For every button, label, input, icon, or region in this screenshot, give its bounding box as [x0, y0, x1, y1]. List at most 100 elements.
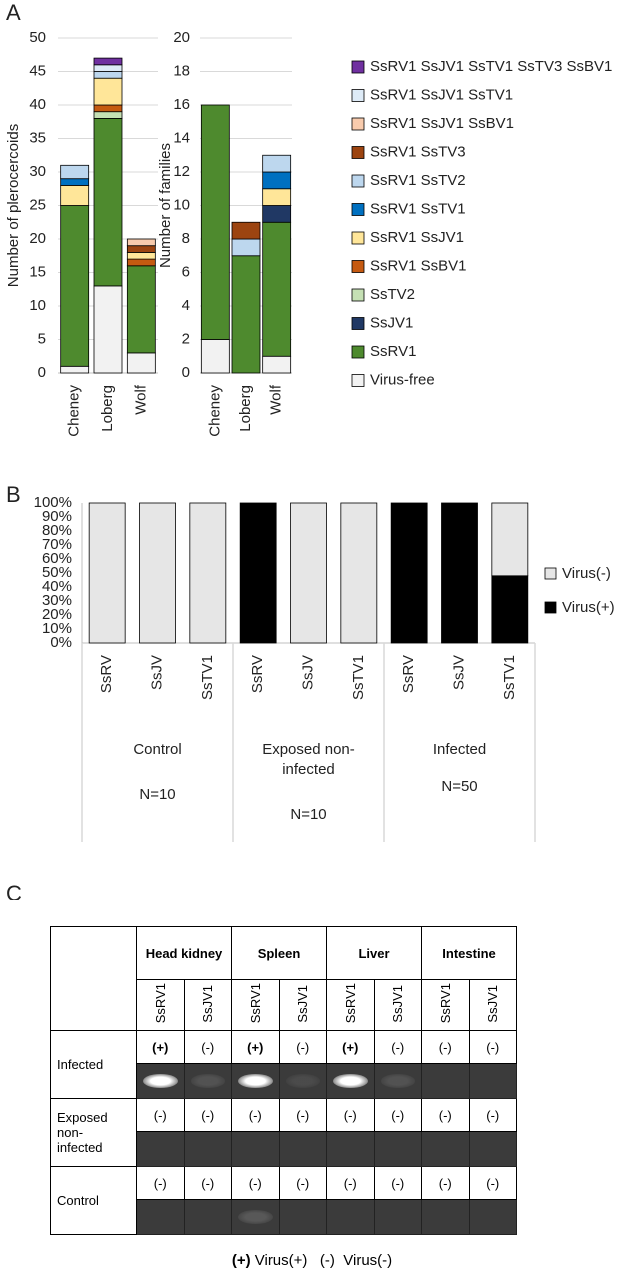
legend-label: SsRV1 — [370, 343, 416, 360]
primer-cell: SsJV1 — [373, 979, 423, 1031]
primer-cell: SsRV1 — [231, 979, 280, 1031]
bar-segment — [60, 164, 90, 180]
bar-segment — [126, 238, 156, 247]
legend-label: SsTV2 — [370, 286, 415, 303]
group-label-box: Exposed non-infected — [262, 741, 355, 778]
x-tick-label: SsJV — [450, 655, 467, 690]
y-tick-label: 40% — [42, 578, 72, 595]
gel-row — [51, 1199, 518, 1235]
bar-segment — [200, 104, 230, 340]
gel-lane — [326, 1199, 375, 1235]
header-row: Head kidney Spleen Liver Intestine — [50, 926, 518, 1031]
bar-segment — [93, 64, 123, 72]
group-label-box: Infected — [433, 741, 486, 758]
x-tick-label: Wolf — [132, 384, 149, 415]
bar-segment — [262, 221, 292, 357]
result-cell: (-) — [421, 1030, 470, 1064]
y-axis-title: Number of plerocercoids — [5, 124, 22, 287]
bar-segment — [231, 255, 261, 374]
y-tick-label: 100% — [34, 494, 72, 511]
legend-label: Virus(-) — [343, 1252, 393, 1269]
tissue-header: Spleen — [231, 926, 327, 980]
y-tick-label: 35 — [29, 129, 46, 146]
primer-cell: SsJV1 — [278, 979, 327, 1031]
x-tick-label: Loberg — [237, 385, 254, 432]
y-tick-label: 0 — [182, 364, 190, 381]
result-cell: (-) — [136, 1098, 185, 1132]
legend-swatch — [351, 317, 365, 330]
primer-cell: SsRV1 — [326, 979, 375, 1031]
y-tick-label: 20% — [42, 606, 72, 623]
bar-segment — [262, 355, 292, 374]
bar-segment — [231, 238, 261, 257]
legend-label: SsRV1 SsTV2 — [370, 172, 466, 189]
group-label: Exposed non-infected — [262, 741, 355, 778]
legend-label: SsJV1 — [370, 314, 413, 331]
gel-lane — [421, 1063, 470, 1099]
legend-swatch — [351, 203, 365, 216]
gel-lane — [468, 1063, 518, 1099]
gel-lane — [373, 1199, 423, 1235]
legend-label: Virus(-) — [562, 565, 611, 582]
primer-label: SsRV1 — [152, 983, 168, 1024]
row-label: Infected — [57, 1057, 104, 1072]
y-tick-label: 10 — [173, 196, 190, 213]
result-cell: (-) — [421, 1098, 470, 1132]
bar-segment — [93, 118, 123, 287]
tissue-header: Intestine — [421, 926, 518, 980]
result-cell: (-) — [326, 1166, 375, 1200]
legend-swatch — [351, 288, 365, 302]
gel-lane — [183, 1131, 232, 1167]
x-tick-label: SsTV1 — [199, 655, 216, 700]
result-cell: (-) — [468, 1098, 518, 1132]
legend-swatch — [351, 260, 365, 273]
bar-segment — [340, 502, 378, 644]
y-tick-label: 30 — [29, 163, 46, 180]
gel-lane — [136, 1199, 185, 1235]
x-tick-label: SsRV — [249, 655, 266, 693]
y-tick-label: 60% — [42, 550, 72, 567]
primer-label: SsJV1 — [295, 984, 311, 1023]
legend-symbol: (-) — [319, 1252, 335, 1269]
y-tick-label: 25 — [29, 196, 46, 213]
result-cell: (+) — [231, 1030, 280, 1064]
result-cell: (-) — [136, 1166, 185, 1200]
y-tick-label: 20 — [173, 29, 190, 46]
bar-segment — [93, 57, 123, 66]
result-cell: (-) — [231, 1098, 280, 1132]
bar-segment — [126, 245, 156, 253]
x-tick-label: SsTV1 — [350, 655, 367, 700]
legend-swatch — [351, 117, 365, 131]
legend-label: Virus-free — [370, 371, 435, 388]
y-tick-label: 90% — [42, 508, 72, 525]
result-row: Exposed non-infected (-) (-) (-) (-) (-) (-) (-… — [50, 1098, 518, 1167]
primer-label: SsRV1 — [437, 983, 453, 1024]
bar-segment — [262, 171, 292, 190]
bar-segment — [88, 502, 126, 644]
bar-segment — [93, 104, 123, 113]
gel-lane — [136, 1131, 185, 1167]
legend-label: Virus(+) — [254, 1252, 308, 1269]
bar-segment — [189, 502, 227, 644]
gel-band — [380, 1074, 416, 1088]
result-cell: (-) — [468, 1030, 518, 1064]
gel-band — [333, 1074, 368, 1088]
gel-band — [238, 1074, 273, 1088]
result-row: Infected (+) (-) (+) (-) (+) (-) (-) (-) — [50, 1030, 518, 1099]
bar-segment — [60, 205, 90, 367]
gel-band — [143, 1074, 178, 1088]
result-cell: (-) — [231, 1166, 280, 1200]
legend-label: SsRV1 SsJV1 — [370, 229, 464, 246]
result-cell: (-) — [468, 1166, 518, 1200]
y-tick-label: 16 — [173, 96, 190, 113]
gel-lane — [231, 1063, 280, 1099]
x-tick-label: SsRV — [400, 655, 417, 693]
result-cell: (-) — [278, 1098, 327, 1132]
result-cell: (+) — [136, 1030, 185, 1064]
result-cell: (-) — [373, 1098, 423, 1132]
bar-segment — [60, 184, 90, 206]
primer-label: SsRV1 — [342, 983, 358, 1024]
tissue-header: Head kidney — [136, 926, 232, 980]
primer-cell: SsJV1 — [183, 979, 232, 1031]
y-tick-label: 50% — [42, 564, 72, 581]
